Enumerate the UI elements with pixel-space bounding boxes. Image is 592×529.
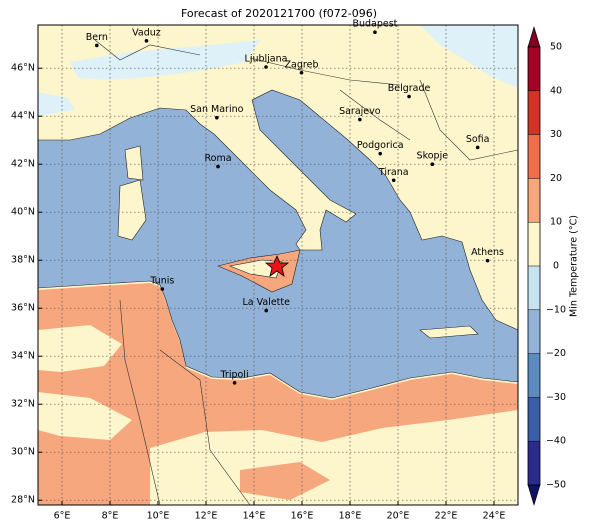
x-tick-label: 20°E xyxy=(387,511,410,522)
city-dot xyxy=(299,70,304,75)
colorbar-frame xyxy=(527,46,541,486)
city-dot xyxy=(475,145,480,150)
cool-area xyxy=(38,92,75,116)
colorbar-segment xyxy=(528,90,540,135)
city-label: Ljubljana xyxy=(245,54,288,65)
x-tick-label: 22°E xyxy=(435,511,458,522)
city-label: Podgorica xyxy=(357,140,404,151)
city-label: Tunis xyxy=(149,276,174,287)
land xyxy=(38,325,122,372)
city-dot xyxy=(485,258,490,263)
city-dot xyxy=(407,94,411,99)
colorbar-tick-label: −20 xyxy=(546,348,566,359)
colorbar-tick-label: −40 xyxy=(546,436,566,447)
graticule: 6°E 8°E 10°E 12°E 14°E 16°E 18°E 20°E 22°E 24°E 28… xyxy=(11,25,518,522)
y-tick-label: 34°N xyxy=(11,351,35,362)
colorbar-segment xyxy=(528,266,540,310)
cool-area xyxy=(420,25,518,88)
x-tick-label: 6°E xyxy=(54,511,71,522)
map-title: Forecast of 2020121700 (f072-096) xyxy=(181,7,377,20)
colorbar-tick-label: −30 xyxy=(546,392,566,403)
city-label: Skopje xyxy=(417,151,449,162)
city-label: Budapest xyxy=(352,19,397,30)
island xyxy=(117,179,147,241)
city-dot xyxy=(216,164,220,169)
colorbar-segment xyxy=(528,222,540,266)
y-tick-label: 30°N xyxy=(11,447,35,458)
cool-area xyxy=(70,40,260,80)
city-label: Tirana xyxy=(378,167,409,178)
colorbar-segment xyxy=(528,441,540,485)
y-tick-label: 46°N xyxy=(11,63,35,74)
map-frame xyxy=(37,24,519,506)
x-tick-label: 24°E xyxy=(483,511,506,522)
city-label: Tripoli xyxy=(220,369,249,380)
x-tick-label: 16°E xyxy=(291,511,314,522)
x-tick-label: 12°E xyxy=(195,511,218,522)
city-dot xyxy=(95,43,99,48)
y-tick-label: 36°N xyxy=(11,303,35,314)
city-label: Sofia xyxy=(466,134,490,145)
colorbar-segment xyxy=(528,178,540,223)
city-label: La Valette xyxy=(242,297,290,308)
city-label: Belgrade xyxy=(388,83,431,94)
city-label: Sarajevo xyxy=(339,106,381,117)
land xyxy=(38,392,132,440)
x-tick-label: 8°E xyxy=(102,511,119,522)
y-tick-label: 40°N xyxy=(11,207,35,218)
city-dot xyxy=(391,178,396,183)
city-dot xyxy=(144,39,149,43)
colorbar-extension xyxy=(527,25,541,48)
island xyxy=(124,145,144,181)
city-label: San Marino xyxy=(190,104,243,115)
city-label: Vaduz xyxy=(132,27,161,38)
y-tick-label: 32°N xyxy=(11,399,35,410)
x-tick-label: 18°E xyxy=(339,511,362,522)
colorbar-tick-label: 0 xyxy=(553,261,559,272)
city-dot xyxy=(358,117,362,122)
event-marker xyxy=(264,254,290,277)
city-label: Athens xyxy=(471,247,504,258)
city-dot xyxy=(160,287,165,291)
colorbar-tick-label: 20 xyxy=(550,173,562,184)
colorbar-tick-label: 10 xyxy=(550,217,562,228)
city-dot xyxy=(378,151,383,156)
colorbar-extension xyxy=(527,484,541,507)
y-tick-label: 42°N xyxy=(11,159,35,170)
x-tick-label: 14°E xyxy=(243,511,266,522)
city-label: Zagreb xyxy=(285,59,319,70)
colorbar-tick-label: 40 xyxy=(550,85,562,96)
warm-area xyxy=(240,462,330,500)
island xyxy=(419,325,479,339)
colorbar-tick-label: 30 xyxy=(550,129,562,140)
city-dot xyxy=(430,162,435,166)
colorbar-segment xyxy=(528,309,540,354)
city-label: Bern xyxy=(86,32,108,43)
colorbar-tick-label: −10 xyxy=(546,304,566,315)
city-dot xyxy=(264,308,269,313)
colorbar-segment xyxy=(528,397,540,442)
x-tick-label: 10°E xyxy=(147,511,170,522)
city-dot xyxy=(264,65,268,69)
city-dot xyxy=(215,115,219,120)
colorbar-tick-label: 50 xyxy=(550,42,562,53)
city-label: Roma xyxy=(204,153,231,164)
colorbar-segment xyxy=(528,353,540,398)
colorbar-segment xyxy=(528,47,540,91)
y-tick-label: 28°N xyxy=(11,495,35,506)
y-tick-label: 44°N xyxy=(11,111,35,122)
city-dot xyxy=(373,30,377,34)
colorbar-label: Min Temperature (°C) xyxy=(569,215,580,317)
y-tick-label: 38°N xyxy=(11,255,35,266)
colorbar: −50 −40 −30 −20 −10 0 10 20 30 40 50 xyxy=(527,25,566,507)
colorbar-tick-label: −50 xyxy=(546,480,566,491)
colorbar-segment xyxy=(528,134,540,179)
city-dot xyxy=(232,381,237,385)
